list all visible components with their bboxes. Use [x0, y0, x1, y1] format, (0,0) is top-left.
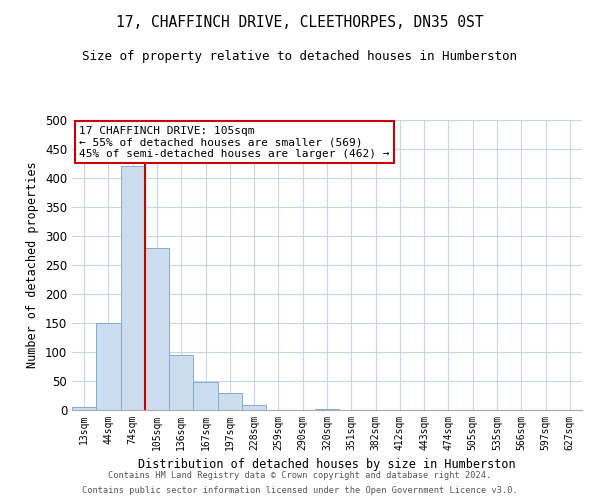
Bar	[96, 323, 121, 410]
Text: 17, CHAFFINCH DRIVE, CLEETHORPES, DN35 0ST: 17, CHAFFINCH DRIVE, CLEETHORPES, DN35 0…	[116, 15, 484, 30]
Y-axis label: Number of detached properties: Number of detached properties	[26, 162, 40, 368]
X-axis label: Distribution of detached houses by size in Humberston: Distribution of detached houses by size …	[138, 458, 516, 471]
Bar	[145, 248, 169, 410]
Bar	[315, 409, 339, 410]
Text: Contains public sector information licensed under the Open Government Licence v3: Contains public sector information licen…	[82, 486, 518, 495]
Bar	[242, 406, 266, 410]
Bar	[169, 355, 193, 410]
Bar	[193, 382, 218, 410]
Bar	[218, 392, 242, 410]
Text: 17 CHAFFINCH DRIVE: 105sqm
← 55% of detached houses are smaller (569)
45% of sem: 17 CHAFFINCH DRIVE: 105sqm ← 55% of deta…	[79, 126, 390, 159]
Bar	[121, 166, 145, 410]
Text: Contains HM Land Registry data © Crown copyright and database right 2024.: Contains HM Land Registry data © Crown c…	[109, 471, 491, 480]
Text: Size of property relative to detached houses in Humberston: Size of property relative to detached ho…	[83, 50, 517, 63]
Bar	[72, 407, 96, 410]
